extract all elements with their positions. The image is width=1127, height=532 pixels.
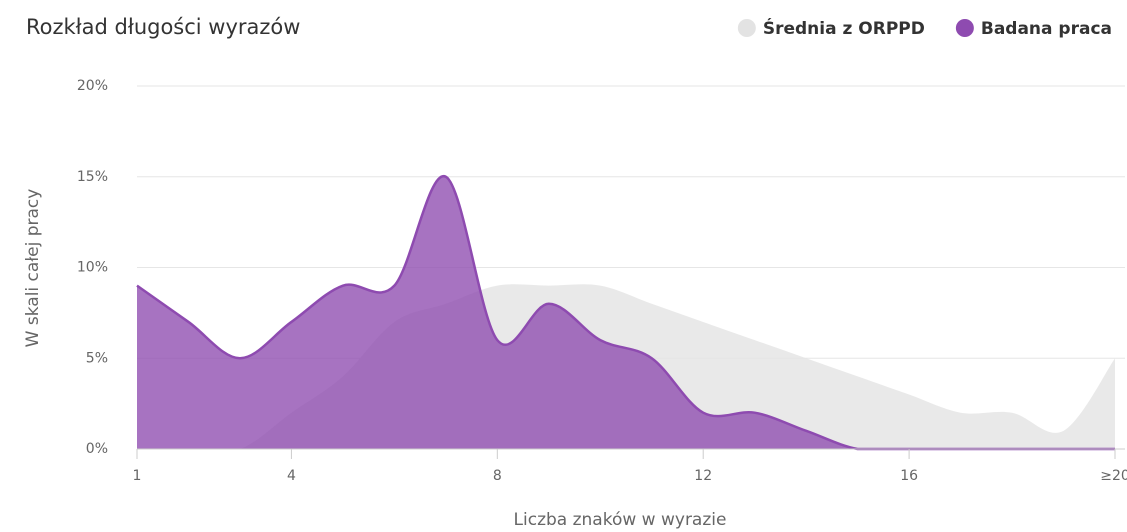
y-tick-label: 10% [77, 260, 108, 276]
area [137, 176, 1115, 449]
x-tick-label: 4 [287, 468, 296, 484]
legend-swatch [955, 19, 974, 37]
legend-label: Średnia z ORPPD [763, 17, 925, 39]
y-tick-label: 5% [86, 350, 108, 366]
x-tick-label: 12 [694, 468, 712, 484]
x-axis-label: Liczba znaków w wyrazie [514, 510, 727, 530]
y-axis-label: W skali całej pracy [23, 189, 43, 348]
x-tick-label: 8 [493, 468, 502, 484]
x-tick-label: 1 [133, 468, 142, 484]
x-tick-label: 16 [900, 468, 918, 484]
y-tick-label: 20% [77, 78, 108, 94]
y-tick-label: 15% [77, 169, 108, 185]
legend-swatch [737, 19, 756, 37]
chart-title: Rozkład długości wyrazów [26, 15, 300, 39]
legend-label: Badana praca [981, 19, 1112, 39]
x-tick-label: ≥20 [1100, 468, 1127, 484]
y-tick-label: 0% [86, 441, 108, 457]
